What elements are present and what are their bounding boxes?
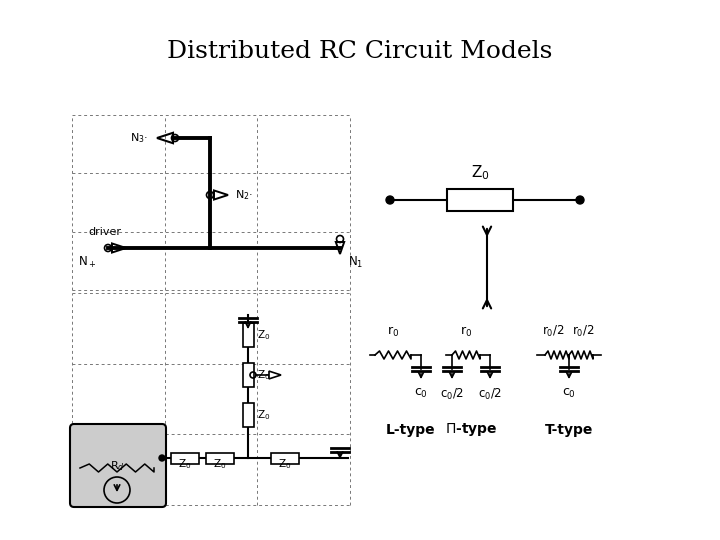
Bar — [171, 453, 199, 463]
Text: N$_1$: N$_1$ — [348, 254, 364, 269]
Text: Z$_0$: Z$_0$ — [179, 457, 192, 471]
Text: c$_0$/2: c$_0$/2 — [478, 387, 502, 402]
Bar — [243, 403, 253, 427]
Text: c$_0$: c$_0$ — [414, 387, 428, 400]
Text: r$_0$: r$_0$ — [460, 325, 472, 339]
Text: N$_2$·: N$_2$· — [235, 188, 253, 202]
Circle shape — [159, 455, 165, 461]
Text: Z$_0$: Z$_0$ — [471, 163, 490, 182]
Text: r$_0$/2: r$_0$/2 — [541, 324, 564, 339]
Text: Distributed RC Circuit Models: Distributed RC Circuit Models — [167, 40, 553, 64]
Text: Z$_0$: Z$_0$ — [279, 457, 292, 471]
Text: driver: driver — [88, 227, 121, 237]
Bar — [243, 363, 253, 387]
Text: N$_3$·: N$_3$· — [130, 131, 148, 145]
Text: r$_0$: r$_0$ — [387, 325, 399, 339]
Bar — [447, 189, 513, 211]
Text: c$_0$/2: c$_0$/2 — [440, 387, 464, 402]
Text: Z$_0$: Z$_0$ — [257, 368, 270, 382]
FancyBboxPatch shape — [70, 424, 166, 507]
Text: R$_d$: R$_d$ — [109, 459, 125, 473]
Text: $\Pi$-type: $\Pi$-type — [445, 422, 498, 438]
Text: Z$_0$: Z$_0$ — [213, 457, 227, 471]
Text: c$_0$: c$_0$ — [562, 387, 576, 400]
Bar — [243, 323, 253, 347]
Circle shape — [576, 196, 584, 204]
Circle shape — [386, 196, 394, 204]
Text: r$_0$/2: r$_0$/2 — [572, 324, 594, 339]
Text: T-type: T-type — [545, 423, 593, 437]
Text: L-type: L-type — [386, 423, 436, 437]
Bar — [271, 453, 299, 463]
Text: Z$_0$: Z$_0$ — [257, 328, 270, 342]
Bar — [206, 453, 234, 463]
Text: N$_+$: N$_+$ — [78, 254, 96, 269]
Text: Z$_0$: Z$_0$ — [257, 408, 270, 422]
